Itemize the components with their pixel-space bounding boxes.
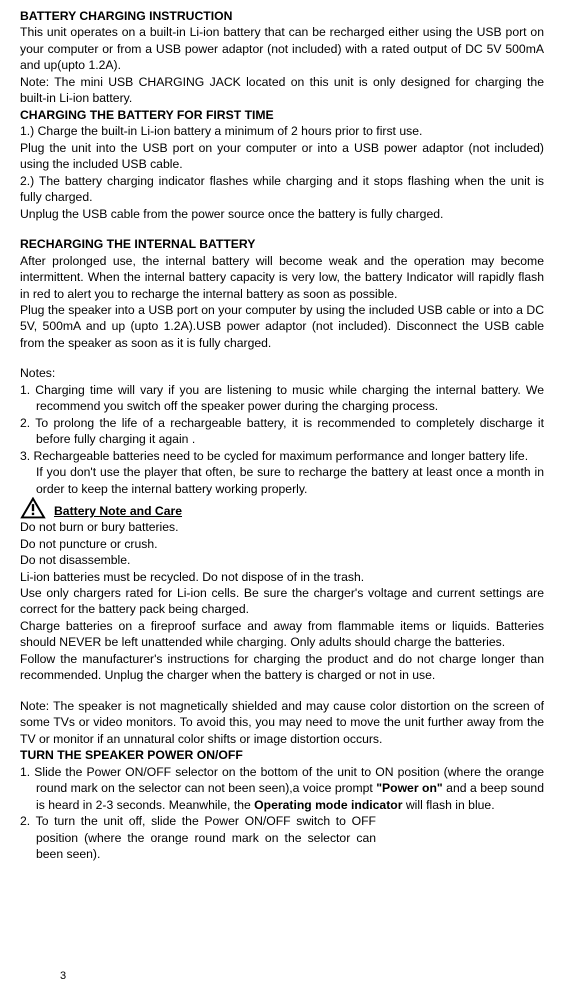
note-item: 3. Rechargeable batteries need to be cyc… [20,448,544,464]
power-step: 1. Slide the Power ON/OFF selector on th… [20,764,544,813]
notes-label: Notes: [20,365,544,381]
note-item: 2. To prolong the life of a rechargeable… [20,415,544,448]
note-item: 1. Charging time will vary if you are li… [20,382,544,415]
heading-first-time: CHARGING THE BATTERY FOR FIRST TIME [20,107,544,123]
heading-recharging: RECHARGING THE INTERNAL BATTERY [20,236,544,252]
care-item: Follow the manufacturer's instructions f… [20,651,544,684]
paragraph: This unit operates on a built-in Li-ion … [20,24,544,73]
page-number: 3 [60,970,66,982]
battery-care-header: Battery Note and Care [20,497,544,519]
warning-icon [20,497,46,519]
paragraph-shielding-note: Note: The speaker is not magnetically sh… [20,698,544,747]
document-page: BATTERY CHARGING INSTRUCTION This unit o… [0,0,564,993]
power-step: 2. To turn the unit off, slide the Power… [20,813,376,862]
care-item: Do not disassemble. [20,552,544,568]
heading-power-onoff: TURN THE SPEAKER POWER ON/OFF [20,747,544,763]
text-bold: Operating mode indicator [254,798,402,812]
care-item: Charge batteries on a fireproof surface … [20,618,544,651]
text-bold: "Power on" [376,781,442,795]
battery-care-title: Battery Note and Care [54,503,182,519]
heading-battery-charging: BATTERY CHARGING INSTRUCTION [20,8,544,24]
paragraph: Unplug the USB cable from the power sour… [20,206,544,222]
care-item: Do not puncture or crush. [20,536,544,552]
list-item: 2.) The battery charging indicator flash… [20,173,544,206]
note-item: If you don't use the player that often, … [20,464,544,497]
list-item: 1.) Charge the built-in Li-ion battery a… [20,123,544,139]
paragraph: Plug the speaker into a USB port on your… [20,302,544,351]
paragraph: Note: The mini USB CHARGING JACK located… [20,74,544,107]
care-item: Do not burn or bury batteries. [20,519,544,535]
paragraph: After prolonged use, the internal batter… [20,253,544,302]
care-item: Use only chargers rated for Li-ion cells… [20,585,544,618]
care-item: Li-ion batteries must be recycled. Do no… [20,569,544,585]
paragraph: Plug the unit into the USB port on your … [20,140,544,173]
text: will flash in blue. [402,798,494,812]
